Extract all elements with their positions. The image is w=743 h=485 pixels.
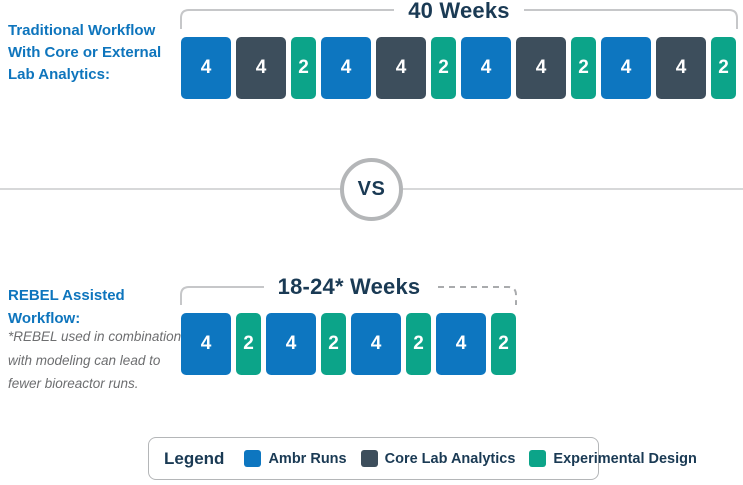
week-block-exp: 2: [491, 313, 516, 375]
week-block-exp: 2: [431, 37, 456, 99]
traditional-workflow-label-line2: With Core or External: [8, 44, 162, 61]
week-block-ambr: 4: [181, 37, 231, 99]
legend-box: Legend Ambr Runs Core Lab Analytics Experi…: [148, 437, 697, 480]
top-duration-bracket: [180, 9, 738, 29]
vs-badge: VS: [340, 158, 403, 221]
bottom-bracket-dashed-segment: [350, 286, 517, 305]
week-block-core: 4: [656, 37, 706, 99]
traditional-workflow-label: Traditional Workflow With Core or Extern…: [8, 20, 161, 86]
week-block-exp: 2: [236, 313, 261, 375]
legend-item-label: Experimental Design: [553, 450, 697, 467]
legend-swatch-ambr: [244, 450, 262, 467]
week-block-ambr: 4: [436, 313, 486, 375]
week-block-ambr: 4: [461, 37, 511, 99]
rebel-footnote: *REBEL used in combination with modeling…: [8, 325, 181, 396]
rebel-workflow-label-line1: REBEL Assisted: [8, 287, 125, 304]
week-block-exp: 2: [406, 313, 431, 375]
traditional-workflow-label-line1: Traditional Workflow: [8, 22, 156, 39]
week-block-ambr: 4: [321, 37, 371, 99]
week-block-exp: 2: [711, 37, 736, 99]
rebel-footnote-line1: *REBEL used in combination: [8, 329, 182, 344]
legend-item-core-lab-analytics: Core Lab Analytics: [360, 450, 516, 467]
legend-item-label: Ambr Runs: [268, 450, 347, 467]
week-block-ambr: 4: [181, 313, 231, 375]
legend-item-experimental-design: Experimental Design: [529, 450, 697, 467]
rebel-workflow-label: REBEL Assisted Workflow:: [8, 284, 125, 330]
rebel-workflow-label-line2: Workflow:: [8, 310, 81, 327]
week-block-exp: 2: [571, 37, 596, 99]
week-block-core: 4: [376, 37, 426, 99]
legend-swatch-core: [360, 450, 378, 467]
legend-title: Legend: [164, 448, 225, 468]
week-block-ambr: 4: [601, 37, 651, 99]
week-block-ambr: 4: [351, 313, 401, 375]
legend-item-label: Core Lab Analytics: [384, 450, 516, 467]
bottom-duration-bracket: [180, 286, 517, 305]
traditional-workflow-label-line3: Lab Analytics:: [8, 66, 110, 83]
week-block-ambr: 4: [266, 313, 316, 375]
legend-swatch-exp: [529, 450, 547, 467]
week-block-exp: 2: [291, 37, 316, 99]
legend-items: Ambr Runs Core Lab Analytics Experimental …: [244, 450, 697, 467]
week-block-core: 4: [516, 37, 566, 99]
vs-label: VS: [357, 178, 386, 200]
rebel-footnote-line2: with modeling can lead to: [8, 352, 161, 368]
legend-item-ambr-runs: Ambr Runs: [244, 450, 347, 467]
week-block-core: 4: [236, 37, 286, 99]
rebel-footnote-line3: fewer bioreactor runs.: [8, 376, 139, 391]
week-block-exp: 2: [321, 313, 346, 375]
